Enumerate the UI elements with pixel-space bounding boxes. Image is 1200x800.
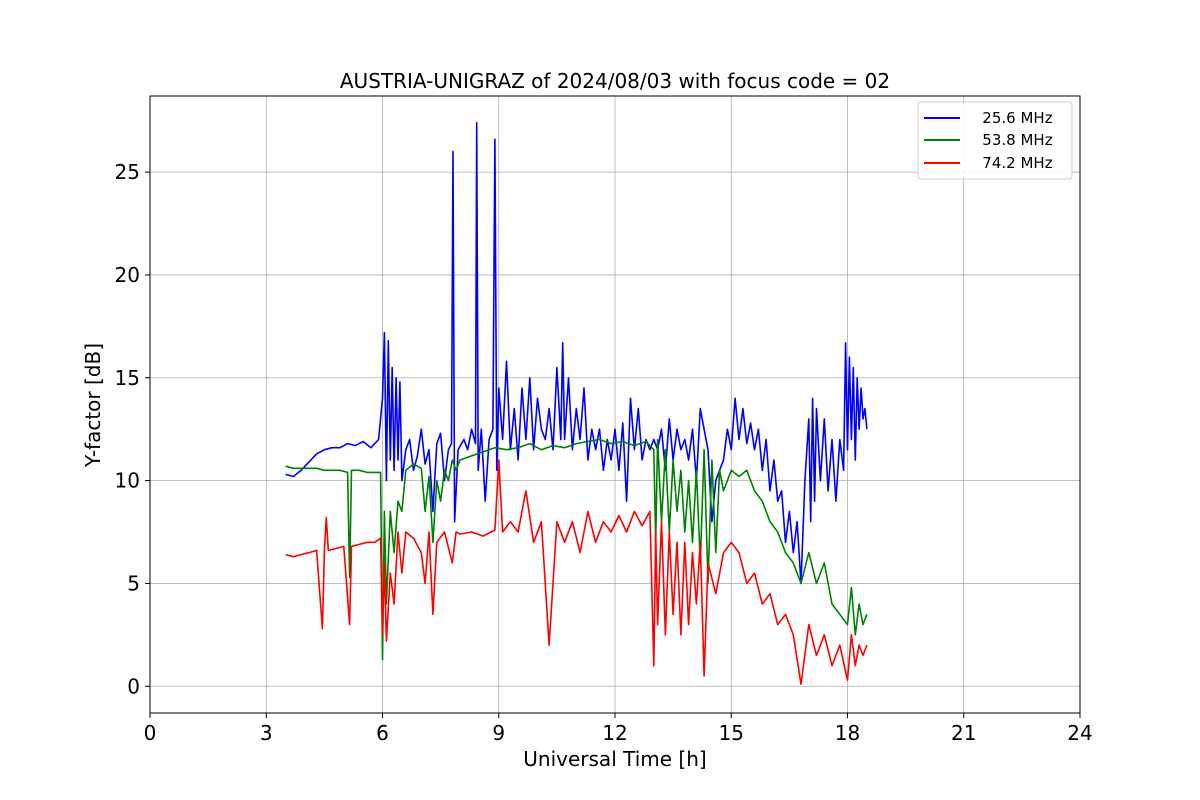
y-tick-label: 15: [115, 366, 140, 390]
y-tick-label: 10: [115, 469, 140, 493]
legend-entry: 25.6 MHz: [924, 109, 1053, 127]
x-tick-label: 6: [376, 721, 389, 745]
y-tick-label: 25: [115, 160, 140, 184]
x-axis-label: Universal Time [h]: [523, 747, 706, 771]
series-layer: [285, 121, 868, 685]
series-line-25-6-mhz: [285, 121, 868, 585]
x-tick-label: 24: [1067, 721, 1092, 745]
x-tick-label: 0: [144, 721, 157, 745]
legend: 25.6 MHz 53.8 MHz 74.2 MHz: [917, 101, 1073, 180]
y-tick-label: 5: [127, 571, 140, 595]
legend-box: [917, 101, 1073, 180]
legend-label-2: 74.2 MHz: [968, 154, 1053, 172]
x-tick-label: 18: [835, 721, 860, 745]
x-tick-label: 12: [602, 721, 627, 745]
x-tick-label: 21: [951, 721, 976, 745]
legend-entry: 74.2 MHz: [924, 154, 1053, 172]
y-axis-label: Y-factor [dB]: [81, 343, 105, 468]
legend-entry: 53.8 MHz: [924, 131, 1053, 149]
chart-title: AUSTRIA-UNIGRAZ of 2024/08/03 with focus…: [340, 69, 890, 93]
x-tick-label: 15: [719, 721, 744, 745]
x-tick-label: 9: [492, 721, 505, 745]
series-line-53-8-mhz: [285, 438, 868, 661]
legend-label-1: 53.8 MHz: [968, 131, 1053, 149]
y-tick-label: 0: [127, 674, 140, 698]
series-line-74-2-mhz: [285, 459, 868, 685]
grid: [149, 96, 1081, 713]
legend-label-0: 25.6 MHz: [968, 109, 1053, 127]
y-tick-label: 20: [115, 263, 140, 287]
ticks: 0 3 6 9 12 15 18 21 24 0 5 10 15 20 25: [115, 160, 1093, 745]
x-tick-label: 3: [260, 721, 273, 745]
